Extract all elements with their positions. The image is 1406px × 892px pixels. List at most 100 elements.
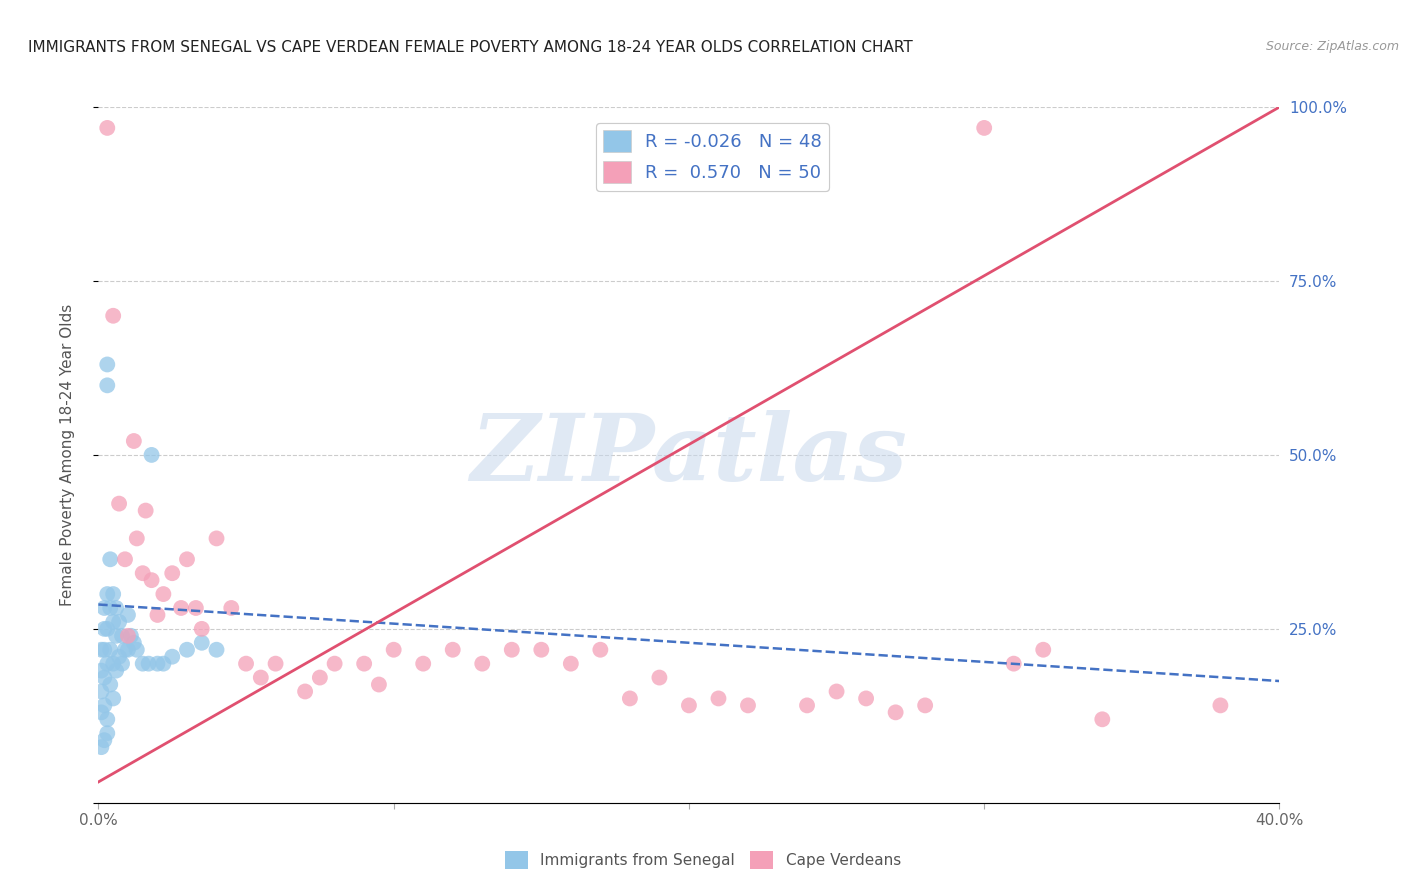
Point [103,691,125,706]
Point [560,657,582,671]
Point [117,607,139,622]
Point [619,691,641,706]
Point [146,657,169,671]
Point [501,642,523,657]
Point [93,601,115,615]
Point [90,740,112,755]
Point [98,601,121,615]
Point [1209,698,1232,713]
Point [191,636,214,650]
Point [111,657,134,671]
Point [90,684,112,698]
Point [707,691,730,706]
Point [141,448,163,462]
Point [205,532,228,546]
Point [90,664,112,678]
Point [530,642,553,657]
Point [114,642,136,657]
Point [103,615,125,629]
Point [170,601,193,615]
Point [309,671,332,685]
Point [96,358,118,372]
Point [1032,642,1054,657]
Point [96,712,118,726]
Point [105,601,128,615]
Point [96,378,118,392]
Point [221,601,243,615]
Point [589,642,612,657]
Point [96,587,118,601]
Point [184,601,207,615]
Point [368,677,391,691]
Point [122,636,145,650]
Point [264,657,287,671]
Point [117,629,139,643]
Point [191,622,214,636]
Point [884,706,907,720]
Point [146,607,169,622]
Point [93,733,115,747]
Point [135,503,157,517]
Point [914,698,936,713]
Point [93,671,115,685]
Point [103,587,125,601]
Point [120,629,142,643]
Point [855,691,877,706]
Legend: R = -0.026   N = 48, R =  0.570   N = 50: R = -0.026 N = 48, R = 0.570 N = 50 [596,123,830,191]
Point [825,684,848,698]
Point [294,684,316,698]
Point [132,657,155,671]
Point [176,552,198,566]
Text: Source: ZipAtlas.com: Source: ZipAtlas.com [1265,40,1399,54]
Point [98,552,121,566]
Text: IMMIGRANTS FROM SENEGAL VS CAPE VERDEAN FEMALE POVERTY AMONG 18-24 YEAR OLDS COR: IMMIGRANTS FROM SENEGAL VS CAPE VERDEAN … [28,40,912,55]
Point [90,642,112,657]
Point [152,657,174,671]
Text: ZIPatlas: ZIPatlas [471,410,907,500]
Point [125,532,148,546]
Point [96,622,118,636]
Point [382,642,405,657]
Point [152,587,174,601]
Point [96,726,118,740]
Y-axis label: Female Poverty Among 18-24 Year Olds: Female Poverty Among 18-24 Year Olds [60,304,75,606]
Point [1002,657,1025,671]
Point [162,566,183,581]
Point [973,120,995,135]
Point [105,664,128,678]
Point [114,552,136,566]
Point [323,657,346,671]
Point [96,120,118,135]
Point [678,698,700,713]
Legend: Immigrants from Senegal, Cape Verdeans: Immigrants from Senegal, Cape Verdeans [499,845,907,875]
Point [176,642,198,657]
Point [441,642,464,657]
Point [117,642,139,657]
Point [125,642,148,657]
Point [111,629,134,643]
Point [96,657,118,671]
Point [796,698,818,713]
Point [108,615,131,629]
Point [105,629,128,643]
Point [93,642,115,657]
Point [122,434,145,448]
Point [108,497,131,511]
Point [737,698,759,713]
Point [138,657,160,671]
Point [103,309,125,323]
Point [132,566,155,581]
Point [98,642,121,657]
Point [93,698,115,713]
Point [353,657,375,671]
Point [103,657,125,671]
Point [648,671,671,685]
Point [205,642,228,657]
Point [235,657,257,671]
Point [108,649,131,664]
Point [1091,712,1114,726]
Point [412,657,434,671]
Point [90,706,112,720]
Point [162,649,183,664]
Point [93,622,115,636]
